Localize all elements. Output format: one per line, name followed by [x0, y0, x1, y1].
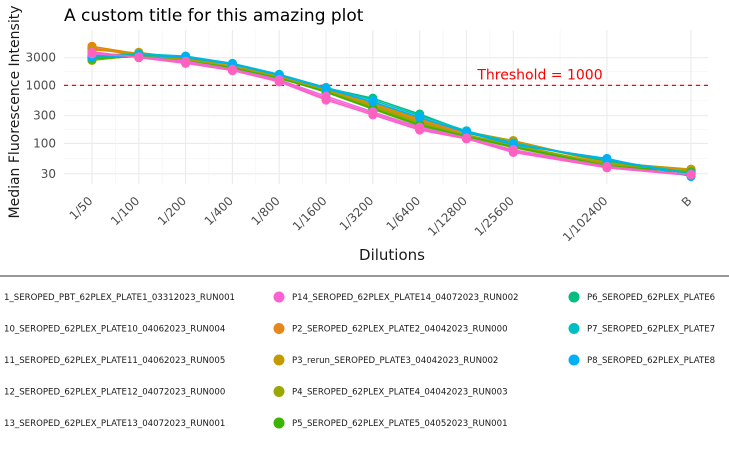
- x-tick-label: 1/12800: [425, 194, 470, 239]
- y-tick-label: 3000: [25, 51, 56, 65]
- data-point: [368, 97, 378, 107]
- legend-swatch: [273, 354, 285, 366]
- data-point: [686, 170, 696, 180]
- series-layer: [91, 45, 692, 178]
- series-line: [91, 51, 692, 176]
- data-point: [602, 162, 612, 172]
- data-point: [134, 52, 144, 62]
- data-point: [415, 112, 425, 123]
- legend-label: P3_rerun_SEROPED_PLATE3_04042023_RUN002: [292, 356, 498, 366]
- data-point: [368, 108, 378, 118]
- x-axis-title: Dilutions: [359, 246, 425, 264]
- legend-label: P6_SEROPED_62PLEX_PLATE6: [587, 293, 715, 303]
- legend-label: 13_SEROPED_62PLEX_PLATE13_04072023_RUN00…: [4, 419, 225, 429]
- series-line: [91, 53, 692, 176]
- legend-label: P5_SEROPED_62PLEX_PLATE5_04052023_RUN001: [292, 419, 508, 429]
- y-tick-labels: 30 100 300 1000 3000: [25, 51, 56, 181]
- x-tick-label: 1/102400: [560, 194, 611, 245]
- data-point: [274, 76, 284, 86]
- data-point: [87, 47, 97, 58]
- legend-swatch: [568, 354, 580, 366]
- legend-swatch: [273, 323, 285, 334]
- data-point: [321, 84, 331, 94]
- threshold-label: Threshold = 1000: [476, 67, 602, 83]
- legend-label: 1_SEROPED_PBT_62PLEX_PLATE1_03312023_RUN…: [4, 293, 235, 303]
- y-tick-label: 30: [41, 167, 56, 181]
- series-line: [91, 54, 692, 173]
- x-tick-label: 1/1600: [290, 194, 330, 234]
- data-point: [508, 146, 518, 156]
- x-tick-label: 1/6400: [384, 194, 424, 234]
- legend-swatch: [273, 386, 285, 397]
- data-point: [227, 65, 238, 75]
- x-tick-label: 1/400: [202, 194, 236, 228]
- legend-swatch: [568, 323, 580, 334]
- threshold-line-group: Threshold = 1000: [64, 67, 708, 87]
- legend-swatch: [273, 417, 285, 429]
- x-tick-label: 1/800: [248, 194, 282, 228]
- x-tick-label: 1/3200: [337, 194, 377, 234]
- legend-label: P14_SEROPED_62PLEX_PLATE14_04072023_RUN0…: [292, 293, 519, 303]
- x-tick-label: 1/100: [108, 194, 142, 228]
- data-point: [415, 124, 425, 134]
- x-tick-labels: 1/50 1/100 1/200 1/400 1/800 1/1600 1/3200 1/64…: [67, 194, 695, 245]
- series-line: [91, 54, 692, 178]
- y-tick-label: 300: [33, 109, 56, 123]
- legend-swatch: [273, 291, 285, 303]
- data-point: [181, 57, 191, 67]
- data-point: [461, 133, 472, 144]
- legend-label: P7_SEROPED_62PLEX_PLATE7: [587, 325, 715, 335]
- legend-label: P4_SEROPED_62PLEX_PLATE4_04042023_RUN003: [292, 388, 508, 398]
- y-tick-label: 100: [33, 136, 56, 150]
- series-line: [91, 49, 692, 170]
- legend-label: 10_SEROPED_62PLEX_PLATE10_04062023_RUN00…: [4, 325, 225, 335]
- x-tick-label: 1/25600: [472, 194, 517, 239]
- data-point: [321, 93, 331, 103]
- series-line: [91, 53, 692, 174]
- x-tick-label: 1/200: [155, 194, 189, 228]
- legend-label: P2_SEROPED_62PLEX_PLATE2_04042023_RUN000: [292, 325, 508, 335]
- series-line: [91, 50, 692, 177]
- x-tick-label: 1/50: [67, 194, 96, 223]
- y-axis-title: Median Fluorescence Intensity: [7, 6, 23, 219]
- y-tick-label: 1000: [25, 78, 56, 92]
- legend-label: 11_SEROPED_62PLEX_PLATE11_04062023_RUN00…: [4, 356, 225, 366]
- point-layer: [87, 41, 696, 182]
- data-point: [602, 153, 612, 164]
- legend-swatch: [568, 291, 580, 303]
- legend-label: P8_SEROPED_62PLEX_PLATE8: [587, 356, 715, 366]
- x-tick-label: B: [679, 194, 695, 210]
- legend: 1_SEROPED_PBT_62PLEX_PLATE1_03312023_RUN…: [4, 291, 715, 429]
- chart-title: A custom title for this amazing plot: [64, 6, 364, 26]
- legend-label: 12_SEROPED_62PLEX_PLATE12_04072023_RUN00…: [4, 388, 225, 398]
